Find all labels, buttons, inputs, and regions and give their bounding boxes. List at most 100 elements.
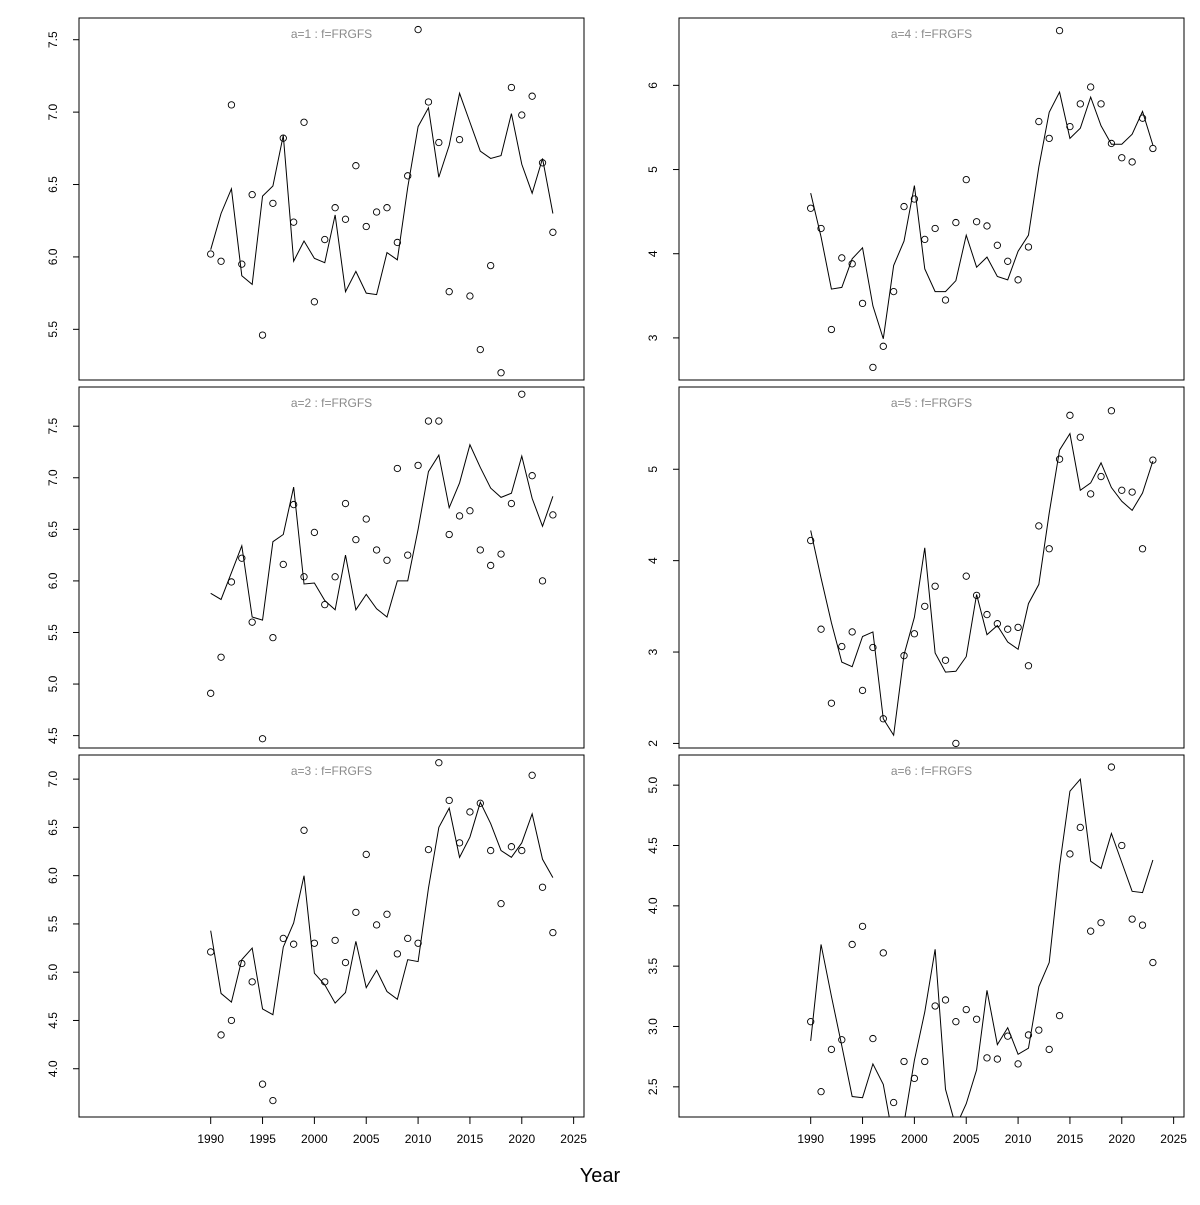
y-tick-label: 6.5 xyxy=(46,176,60,193)
data-point xyxy=(1014,1060,1022,1068)
data-point xyxy=(900,202,908,211)
data-point xyxy=(931,224,939,233)
data-point xyxy=(1087,490,1095,498)
data-point xyxy=(352,536,360,544)
x-tick-label: 1995 xyxy=(249,1132,276,1146)
data-point xyxy=(1076,823,1084,832)
data-point xyxy=(1066,850,1074,858)
y-tick-label: 7.5 xyxy=(46,418,60,435)
y-tick-label: 5 xyxy=(646,166,660,173)
data-point xyxy=(414,461,422,470)
data-point xyxy=(289,218,298,226)
data-point xyxy=(435,138,443,147)
data-point xyxy=(962,175,970,184)
data-point xyxy=(414,939,422,947)
x-tick-label: 1990 xyxy=(797,1132,824,1146)
data-point xyxy=(331,204,339,212)
x-tick-label: 2015 xyxy=(1057,1132,1084,1146)
y-tick-label: 5 xyxy=(646,466,660,473)
data-point xyxy=(807,1018,815,1026)
data-point xyxy=(848,628,856,636)
x-tick-label: 2000 xyxy=(901,1132,928,1146)
data-point xyxy=(549,228,557,236)
data-point xyxy=(1118,486,1126,494)
data-point xyxy=(1128,158,1136,166)
data-point xyxy=(372,208,381,216)
data-point xyxy=(310,939,319,947)
data-point xyxy=(518,390,526,398)
data-point xyxy=(941,296,950,304)
data-point xyxy=(445,530,453,539)
series-line xyxy=(810,432,1154,737)
y-tick-label: 3.5 xyxy=(646,958,660,975)
series-line xyxy=(810,90,1154,339)
data-point xyxy=(455,135,464,144)
data-point xyxy=(383,910,391,918)
data-point xyxy=(941,656,950,664)
data-point xyxy=(269,633,277,642)
data-point xyxy=(424,98,433,106)
data-point xyxy=(487,561,495,570)
chart-panel: a=6 : f=FRGFS 2.5 3.0 3.5 4.0 4.5 5.0 1990 1995 2… xyxy=(646,754,1187,1146)
data-point xyxy=(538,577,547,585)
data-point xyxy=(300,118,308,126)
data-point xyxy=(921,1057,929,1066)
y-tick-label: 6.0 xyxy=(46,248,60,265)
data-point xyxy=(1066,411,1074,419)
data-point xyxy=(1149,456,1157,464)
data-point xyxy=(983,1054,991,1062)
data-point xyxy=(1014,276,1022,284)
data-point xyxy=(1138,921,1147,929)
data-point xyxy=(341,958,350,967)
data-point xyxy=(1076,433,1084,441)
data-point xyxy=(1055,455,1064,463)
y-tick-label: 4.0 xyxy=(646,897,660,914)
data-point xyxy=(217,257,225,265)
data-point xyxy=(248,618,256,626)
plot-frame xyxy=(78,754,585,1118)
data-point xyxy=(1107,139,1116,148)
data-point xyxy=(414,25,422,34)
chart-panel: a=5 : f=FRGFS 2 3 4 5 xyxy=(646,386,1185,749)
data-point xyxy=(1055,1011,1064,1020)
x-tick-label: 2000 xyxy=(301,1132,328,1146)
data-point xyxy=(528,771,536,779)
x-tick-label: 2010 xyxy=(1005,1132,1032,1146)
data-point xyxy=(869,363,877,372)
y-tick-label: 5.5 xyxy=(46,915,60,932)
data-point xyxy=(549,511,557,519)
data-point xyxy=(435,417,443,425)
data-point xyxy=(466,292,474,300)
y-tick-label: 3 xyxy=(646,334,660,341)
data-point xyxy=(289,500,298,509)
data-point xyxy=(497,550,505,558)
data-point xyxy=(455,512,464,520)
y-tick-label: 7.0 xyxy=(46,469,60,486)
data-point xyxy=(321,235,329,244)
y-tick-label: 4 xyxy=(646,250,660,257)
y-tick-label: 4 xyxy=(646,557,660,564)
y-tick-label: 6.0 xyxy=(46,867,60,884)
data-point xyxy=(362,850,370,859)
data-point xyxy=(445,796,453,805)
data-point xyxy=(1138,545,1147,553)
data-point xyxy=(1097,100,1105,108)
data-point xyxy=(207,689,215,697)
y-tick-label: 5.5 xyxy=(46,624,60,641)
data-point xyxy=(1024,662,1033,670)
data-point xyxy=(972,1015,981,1023)
chart-panel: a=3 : f=FRGFS 4.0 4.5 5.0 5.5 6.0 6.5 7.0 1990 19… xyxy=(46,754,587,1146)
data-point xyxy=(310,528,319,537)
plot-frame xyxy=(678,17,1185,381)
data-point xyxy=(248,191,256,199)
data-point xyxy=(931,582,939,590)
data-point xyxy=(466,808,474,816)
data-point xyxy=(372,546,381,554)
data-point xyxy=(827,1045,836,1054)
data-point xyxy=(238,554,246,562)
data-point xyxy=(466,507,474,515)
data-point xyxy=(1097,472,1105,481)
data-point xyxy=(1035,1026,1043,1034)
y-tick-label: 7.0 xyxy=(46,770,60,787)
